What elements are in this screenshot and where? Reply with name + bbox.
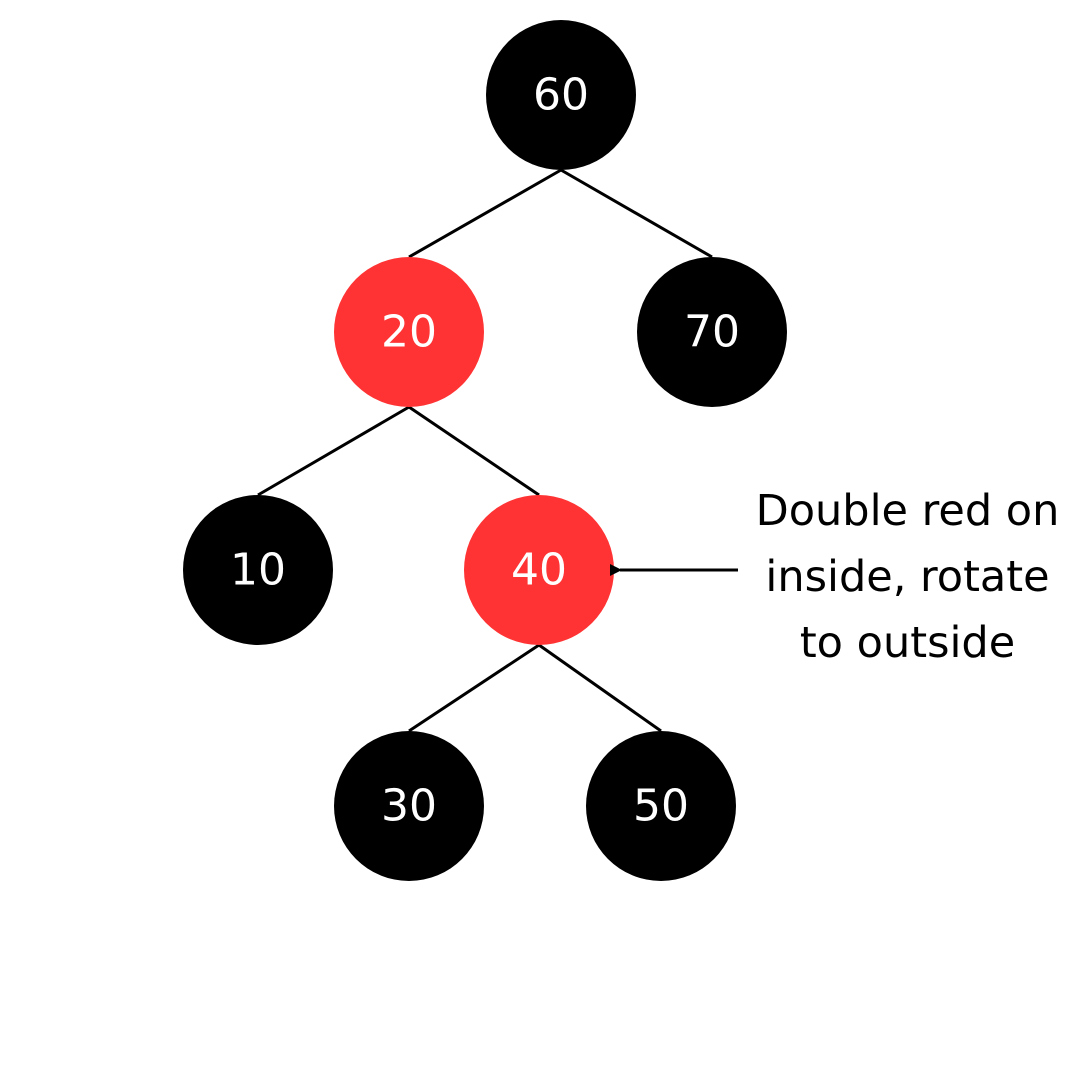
node-20: 20	[334, 257, 484, 407]
nodes: 60 20 70 10 40 30 50	[183, 20, 787, 881]
edges	[257, 168, 713, 733]
node-10: 10	[183, 495, 333, 645]
edge-20-40	[408, 405, 540, 497]
node-40: 40	[464, 495, 614, 645]
node-circle-10	[183, 495, 333, 645]
node-label-50: 50	[633, 781, 689, 832]
edge-20-10	[257, 405, 410, 497]
node-circle-70	[637, 257, 787, 407]
node-circle-40	[464, 495, 614, 645]
node-circle-30	[334, 731, 484, 881]
node-label-40: 40	[511, 545, 567, 596]
node-60: 60	[486, 20, 636, 170]
node-circle-60	[486, 20, 636, 170]
node-70: 70	[637, 257, 787, 407]
annotation-line-2: inside, rotate	[765, 552, 1050, 602]
node-30: 30	[334, 731, 484, 881]
node-circle-20	[334, 257, 484, 407]
edge-40-50	[538, 643, 662, 733]
node-label-70: 70	[684, 307, 740, 358]
node-label-20: 20	[381, 307, 437, 358]
node-50: 50	[586, 731, 736, 881]
node-label-60: 60	[533, 70, 589, 121]
node-label-10: 10	[230, 545, 286, 596]
node-label-30: 30	[381, 781, 437, 832]
node-circle-50	[586, 731, 736, 881]
edge-60-70	[560, 168, 713, 259]
edge-60-20	[408, 168, 562, 259]
annotation-line-3: to outside	[799, 618, 1016, 668]
annotation-text: Double red on inside, rotate to outside	[730, 478, 1080, 676]
annotation-line-1: Double red on	[755, 486, 1060, 536]
edge-40-30	[408, 643, 540, 733]
